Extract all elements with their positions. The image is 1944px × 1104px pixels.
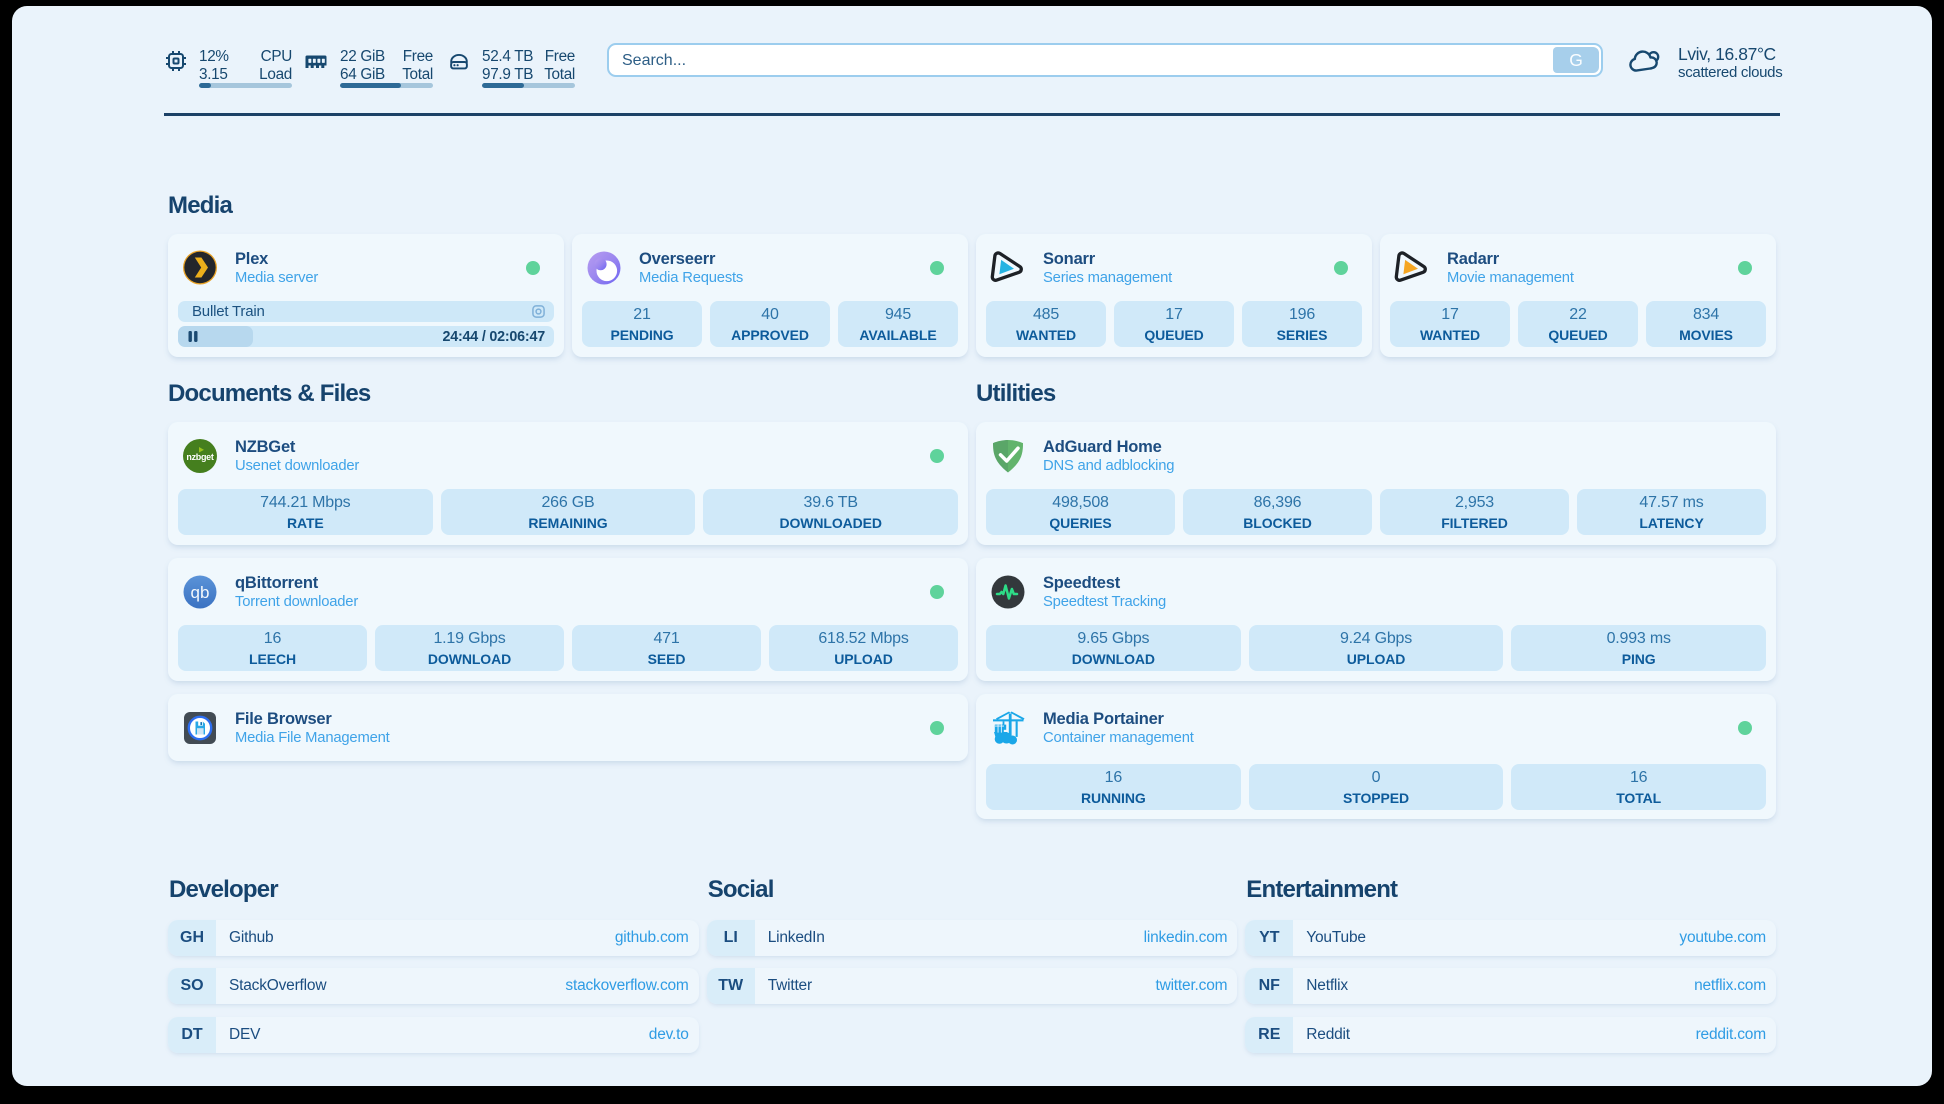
svg-text:nzbget: nzbget — [186, 452, 213, 462]
svg-text:qb: qb — [191, 583, 210, 602]
